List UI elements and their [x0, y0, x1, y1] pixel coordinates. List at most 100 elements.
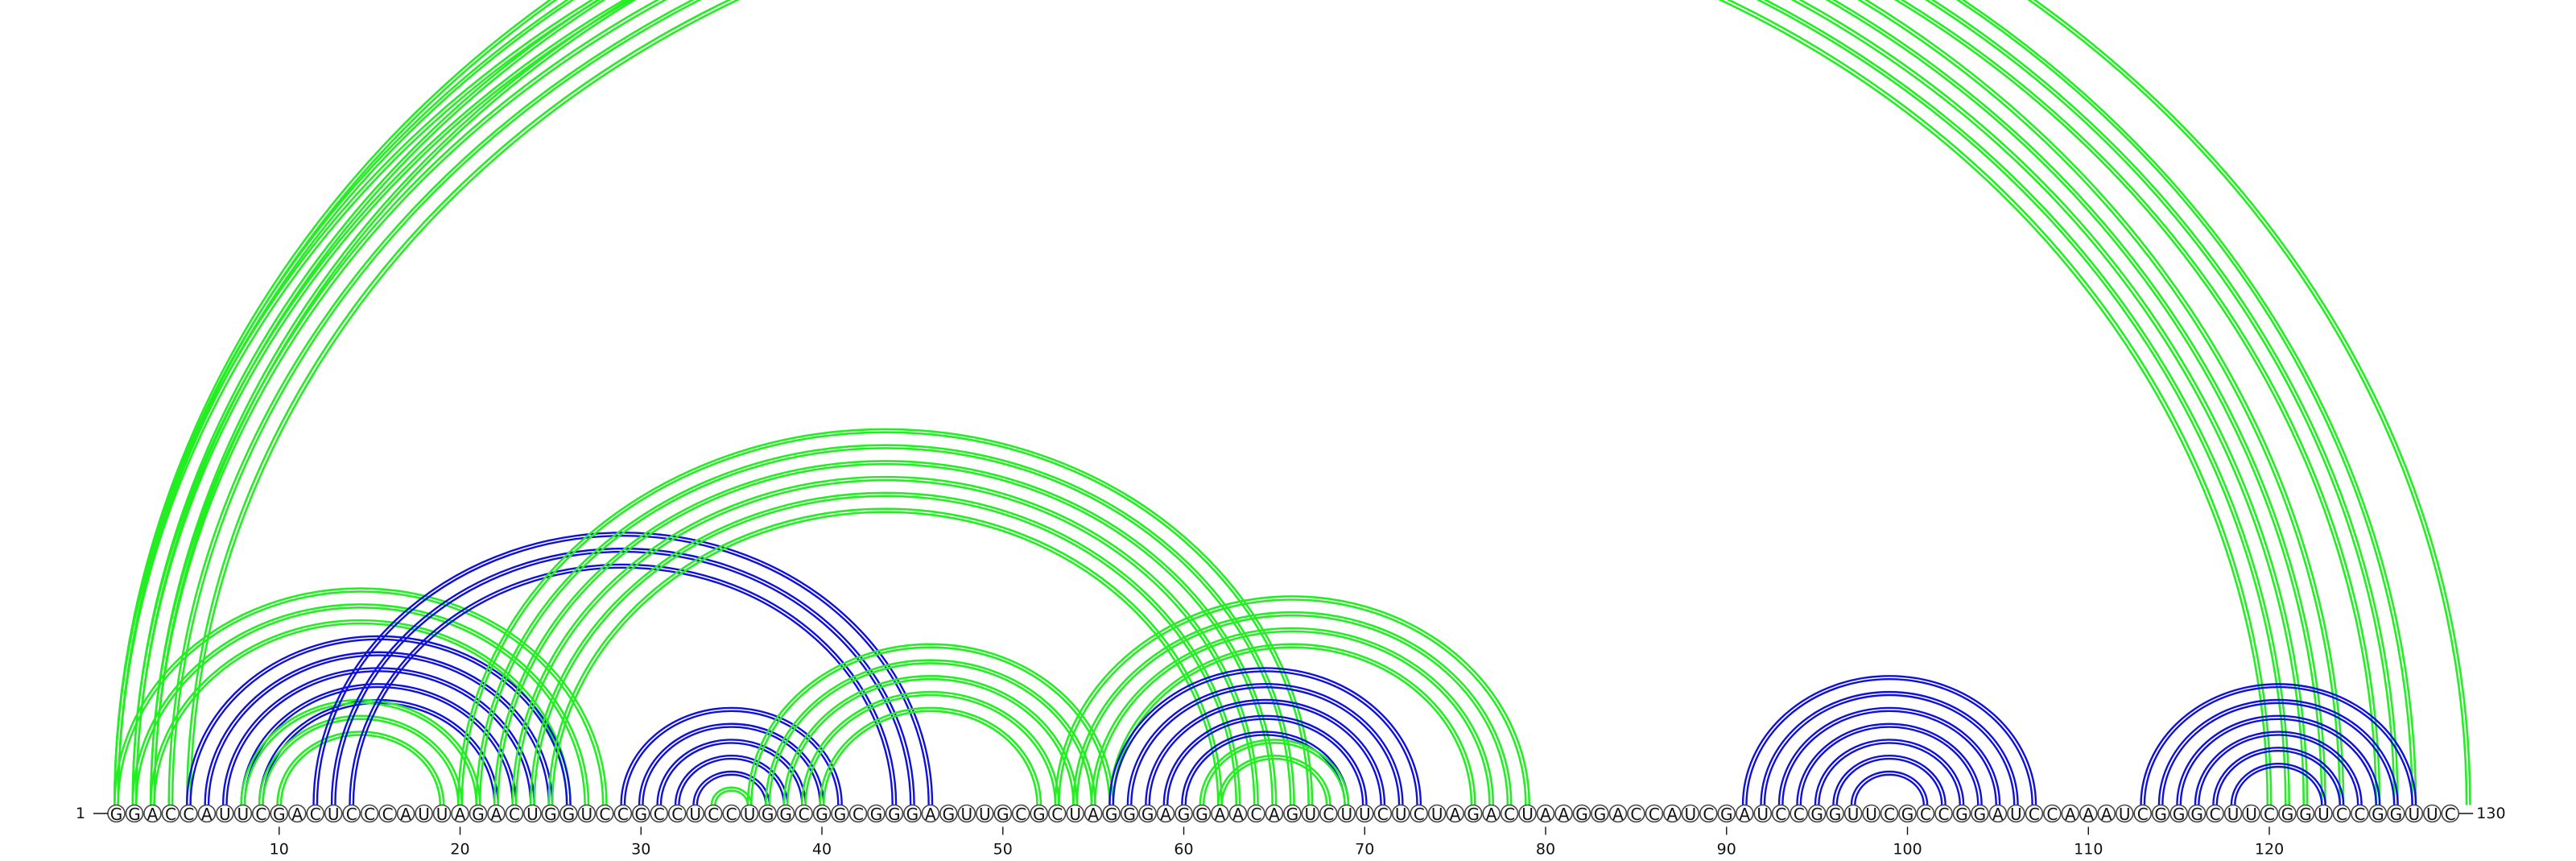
base-15-circle [360, 804, 379, 823]
base-127-letter: G [2390, 805, 2403, 824]
arc-91-107-strand-1 [1741, 675, 2037, 805]
base-42-circle [848, 804, 868, 823]
base-96-letter: G [1829, 805, 1842, 824]
base-71-letter: C [1377, 805, 1389, 824]
arc-97-101-strand-2 [1854, 773, 1925, 805]
base-23-letter: C [509, 805, 520, 824]
base-87-circle [1663, 804, 1682, 823]
arc-97-101-strand-1 [1850, 770, 1929, 805]
base-17-letter: A [400, 805, 411, 824]
base-12-letter: C [310, 805, 321, 824]
base-96-circle [1826, 804, 1844, 823]
base-55-circle [1084, 804, 1103, 823]
base-24-circle [523, 804, 542, 823]
base-130-letter: C [2445, 805, 2456, 824]
axis-label-80: 80 [1536, 841, 1555, 858]
arc-95-103-strand-2 [1818, 742, 1961, 805]
base-13-circle [324, 804, 343, 823]
base-115-circle [2169, 804, 2188, 823]
base-11-circle [287, 804, 307, 823]
base-100-circle [1898, 804, 1917, 823]
base-36-letter: U [744, 805, 756, 824]
arc-94-104-strand-2 [1799, 726, 1979, 805]
arc-37-55-strand-2 [768, 662, 1093, 805]
base-73-circle [1410, 804, 1428, 823]
base-5-circle [180, 804, 198, 823]
arc-54-78-strand-1 [1072, 611, 1513, 805]
base-40-letter: G [815, 805, 828, 824]
base-8-letter: U [237, 805, 250, 824]
base-33-circle [686, 804, 705, 823]
base-42-letter: C [852, 805, 864, 824]
base-27-letter: U [581, 805, 593, 824]
arc-96-102-strand-2 [1835, 757, 1943, 805]
arc-62-68-strand-1 [1216, 754, 1331, 805]
base-29-circle [613, 804, 633, 823]
arc-116-125-strand-1 [2194, 731, 2363, 805]
base-68-letter: C [1323, 805, 1334, 824]
base-15-letter: C [364, 805, 375, 824]
base-45-letter: G [906, 805, 919, 824]
arc-3-122-strand-2 [153, 0, 2306, 805]
arc-62-68-strand-2 [1220, 757, 1328, 805]
base-108-circle [2043, 804, 2062, 823]
base-114-letter: G [2154, 805, 2167, 824]
base-58-circle [1138, 804, 1157, 823]
base-125-circle [2351, 804, 2369, 823]
base-64-circle [1247, 804, 1265, 823]
base-121-circle [2278, 804, 2297, 823]
arc-115-126-strand-2 [2179, 718, 2377, 805]
base-97-circle [1843, 804, 1863, 823]
base-77-circle [1482, 804, 1501, 823]
base-115-letter: G [2173, 805, 2186, 824]
base-98-letter: U [1865, 805, 1877, 824]
base-124-letter: C [2336, 805, 2347, 824]
base-92-circle [1753, 804, 1773, 823]
base-50-circle [993, 804, 1013, 823]
base-80-circle [1536, 804, 1555, 823]
base-26-letter: G [563, 805, 576, 824]
base-50-letter: G [997, 805, 1009, 824]
base-89-circle [1699, 804, 1718, 823]
base-118-letter: U [2227, 805, 2240, 824]
arc-59-70-strand-2 [1166, 718, 1364, 805]
arc-3-126-strand-1 [149, 0, 2381, 805]
base-112-letter: U [2119, 805, 2131, 824]
arc-37-55-strand-1 [765, 659, 1096, 805]
axis-label-40: 40 [812, 841, 832, 858]
base-78-letter: C [1504, 805, 1515, 824]
arc-91-107-strand-2 [1745, 678, 2033, 805]
axis-label-30: 30 [631, 841, 650, 858]
base-56-letter: G [1105, 805, 1118, 824]
base-110-circle [2079, 804, 2098, 823]
base-112-circle [2115, 804, 2134, 823]
arc-2-27-strand-2 [134, 606, 586, 805]
base-101-circle [1916, 804, 1935, 823]
base-2-circle [125, 804, 144, 823]
sequence-start-label: 1 [76, 805, 85, 822]
axis-label-70: 70 [1355, 841, 1374, 858]
arc-10-19-strand-1 [276, 731, 445, 805]
base-48-letter: U [961, 805, 973, 824]
arc-32-38-strand-1 [674, 755, 789, 805]
base-16-circle [378, 804, 397, 823]
base-83-letter: G [1594, 805, 1607, 824]
arc-25-62-strand-2 [551, 511, 1220, 805]
arc-38-54-strand-2 [786, 678, 1075, 805]
base-78-circle [1500, 804, 1519, 823]
base-51-circle [1011, 804, 1030, 823]
base-102-letter: C [1938, 805, 1949, 824]
base-111-letter: A [2101, 805, 2112, 824]
base-71-circle [1373, 804, 1393, 823]
arc-54-78-strand-2 [1075, 614, 1509, 805]
base-28-circle [596, 804, 614, 823]
base-91-letter: A [1739, 805, 1750, 824]
base-13-letter: U [328, 805, 340, 824]
base-28-letter: C [599, 805, 610, 824]
base-8-circle [233, 804, 253, 823]
arc-1-28-strand-1 [114, 587, 608, 805]
base-14-letter: C [346, 805, 357, 824]
base-18-letter: U [418, 805, 430, 824]
